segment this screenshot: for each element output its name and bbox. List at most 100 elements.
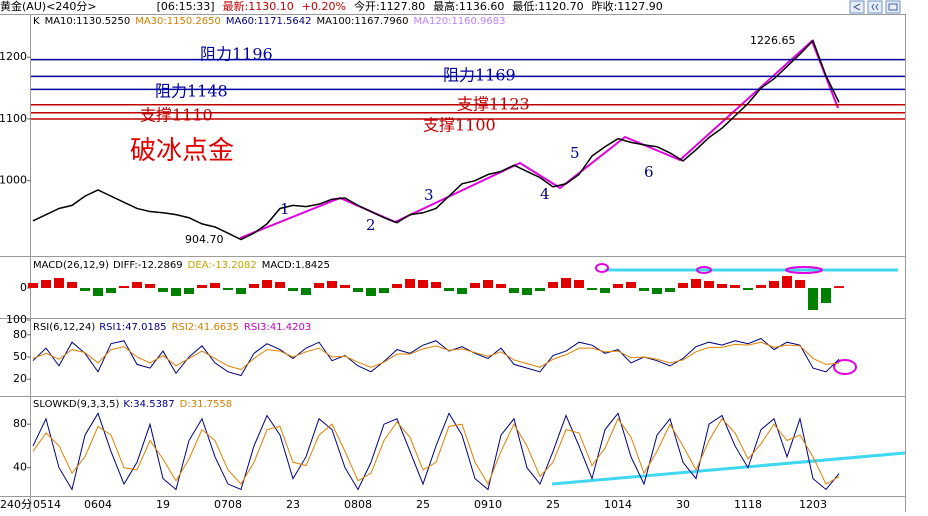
macd-bar xyxy=(613,284,623,288)
macd-bar xyxy=(132,282,142,288)
macd-bar xyxy=(210,283,220,288)
x-tick-label: 25 xyxy=(546,498,560,511)
wave-number: 1 xyxy=(280,200,290,218)
macd-bar xyxy=(782,276,792,288)
macd-bar xyxy=(80,288,90,291)
macd-bar xyxy=(223,288,233,290)
level-label: 支撑1110 xyxy=(140,106,213,125)
macd-bar xyxy=(28,283,38,288)
macd-bar xyxy=(691,279,701,288)
indicator-line xyxy=(32,417,840,486)
level-label: 支撑1123 xyxy=(457,95,530,114)
x-tick-label: 23 xyxy=(286,498,300,511)
macd-bar xyxy=(769,281,779,288)
wave-number: 2 xyxy=(366,216,376,234)
x-tick-label: 0708 xyxy=(214,498,242,511)
macd-bar xyxy=(704,281,714,288)
level-label: 阻力1196 xyxy=(200,45,273,64)
header-field: 最新:1130.10 xyxy=(223,0,294,13)
x-tick-label: 25 xyxy=(416,498,430,511)
macd-bar xyxy=(678,283,688,288)
macd-bar xyxy=(145,284,155,288)
macd-bar xyxy=(184,288,194,294)
y-tick-label: 0 xyxy=(20,281,27,294)
indicator-value: RSI3:41.4203 xyxy=(244,322,311,333)
macd-bar xyxy=(509,288,519,293)
level-label: 支撑1100 xyxy=(423,116,496,135)
y-tick-label: 20 xyxy=(13,372,27,385)
macd-bar xyxy=(600,288,610,293)
macd-bar xyxy=(717,284,727,288)
x-tick-label: 1203 xyxy=(799,498,827,511)
macd-bar xyxy=(249,284,259,288)
header-field: [06:15:33] xyxy=(157,0,215,13)
indicator-value: MA10:1130.5250 xyxy=(45,16,131,27)
wave-number: 6 xyxy=(644,163,654,181)
macd-bar xyxy=(158,288,168,292)
indicator-value: MA60:1171.5642 xyxy=(226,16,312,27)
macd-bar xyxy=(626,282,636,288)
indicator-value: MA100:1167.7960 xyxy=(316,16,408,27)
macd-bar xyxy=(67,282,77,288)
header-field: 最低:1120.70 xyxy=(512,0,583,13)
header-field: 最高:1136.60 xyxy=(433,0,504,13)
level-label: 阻力1169 xyxy=(443,66,516,85)
indicator-value: D:31.7558 xyxy=(180,399,232,410)
macd-bar xyxy=(236,288,246,294)
x-tick-label: 30 xyxy=(676,498,690,511)
indicator-title: SLOWKD(9,3,3,5) xyxy=(33,399,119,410)
indicator-value: K:34.5387 xyxy=(123,399,174,410)
macd-bar xyxy=(197,285,207,288)
macd-bar xyxy=(431,282,441,288)
wave-number: 3 xyxy=(424,186,434,204)
macd-bar xyxy=(730,285,740,288)
macd-bar xyxy=(340,285,350,288)
period-label: 240分 xyxy=(0,498,32,511)
indicator-value: RSI1:47.0185 xyxy=(99,322,166,333)
macd-bar xyxy=(587,288,597,290)
y-tick-label: 80 xyxy=(13,328,27,341)
header-field: 黄金(AU)<240分> xyxy=(0,0,97,13)
x-tick-label: 1014 xyxy=(604,498,632,511)
macd-bar xyxy=(808,288,818,310)
header-field: 今开:1127.80 xyxy=(354,0,425,13)
macd-bar xyxy=(379,288,389,293)
x-tick-label: 0514 xyxy=(33,498,61,511)
indicator-value: MACD:1.8425 xyxy=(262,260,330,271)
macd-bar xyxy=(834,286,844,288)
y-tick-label: 50 xyxy=(13,350,27,363)
x-tick-label: 0808 xyxy=(344,498,372,511)
y-tick-label: 1100 xyxy=(0,112,27,125)
macd-bar xyxy=(665,288,675,292)
macd-bar xyxy=(639,288,649,291)
macd-bar xyxy=(444,288,454,291)
macd-bar xyxy=(795,280,805,288)
macd-bar xyxy=(457,288,467,294)
macd-bar xyxy=(327,281,337,288)
macd-bar xyxy=(119,286,129,288)
macd-bar xyxy=(561,278,571,288)
macd-bar xyxy=(288,288,298,291)
level-label: 阻力1148 xyxy=(155,82,228,101)
macd-bar xyxy=(418,280,428,288)
macd-bar xyxy=(93,288,103,296)
indicator-value: DEA:-13.2082 xyxy=(188,260,257,271)
indicator-value: MA120:1160.9683 xyxy=(414,16,506,27)
macd-bar xyxy=(574,280,584,288)
header-field: +0.20% xyxy=(302,0,346,13)
y-tick-label: 80 xyxy=(13,417,27,430)
y-tick-label: 100 xyxy=(6,313,27,326)
y-tick-label: 1200 xyxy=(0,50,27,63)
y-tick-label: 1000 xyxy=(0,174,27,187)
macd-bar xyxy=(756,285,766,288)
macd-bar xyxy=(821,288,831,303)
price-annotation: 1226.65 xyxy=(750,34,796,47)
frames xyxy=(0,14,906,512)
indicator-value: MA30:1150.2650 xyxy=(135,16,221,27)
macd-bar xyxy=(41,280,51,288)
macd-bar xyxy=(652,288,662,294)
indicator-title: RSI(6,12,24) xyxy=(33,322,95,333)
window-buttons[interactable] xyxy=(849,0,901,14)
macd-bar xyxy=(405,279,415,288)
